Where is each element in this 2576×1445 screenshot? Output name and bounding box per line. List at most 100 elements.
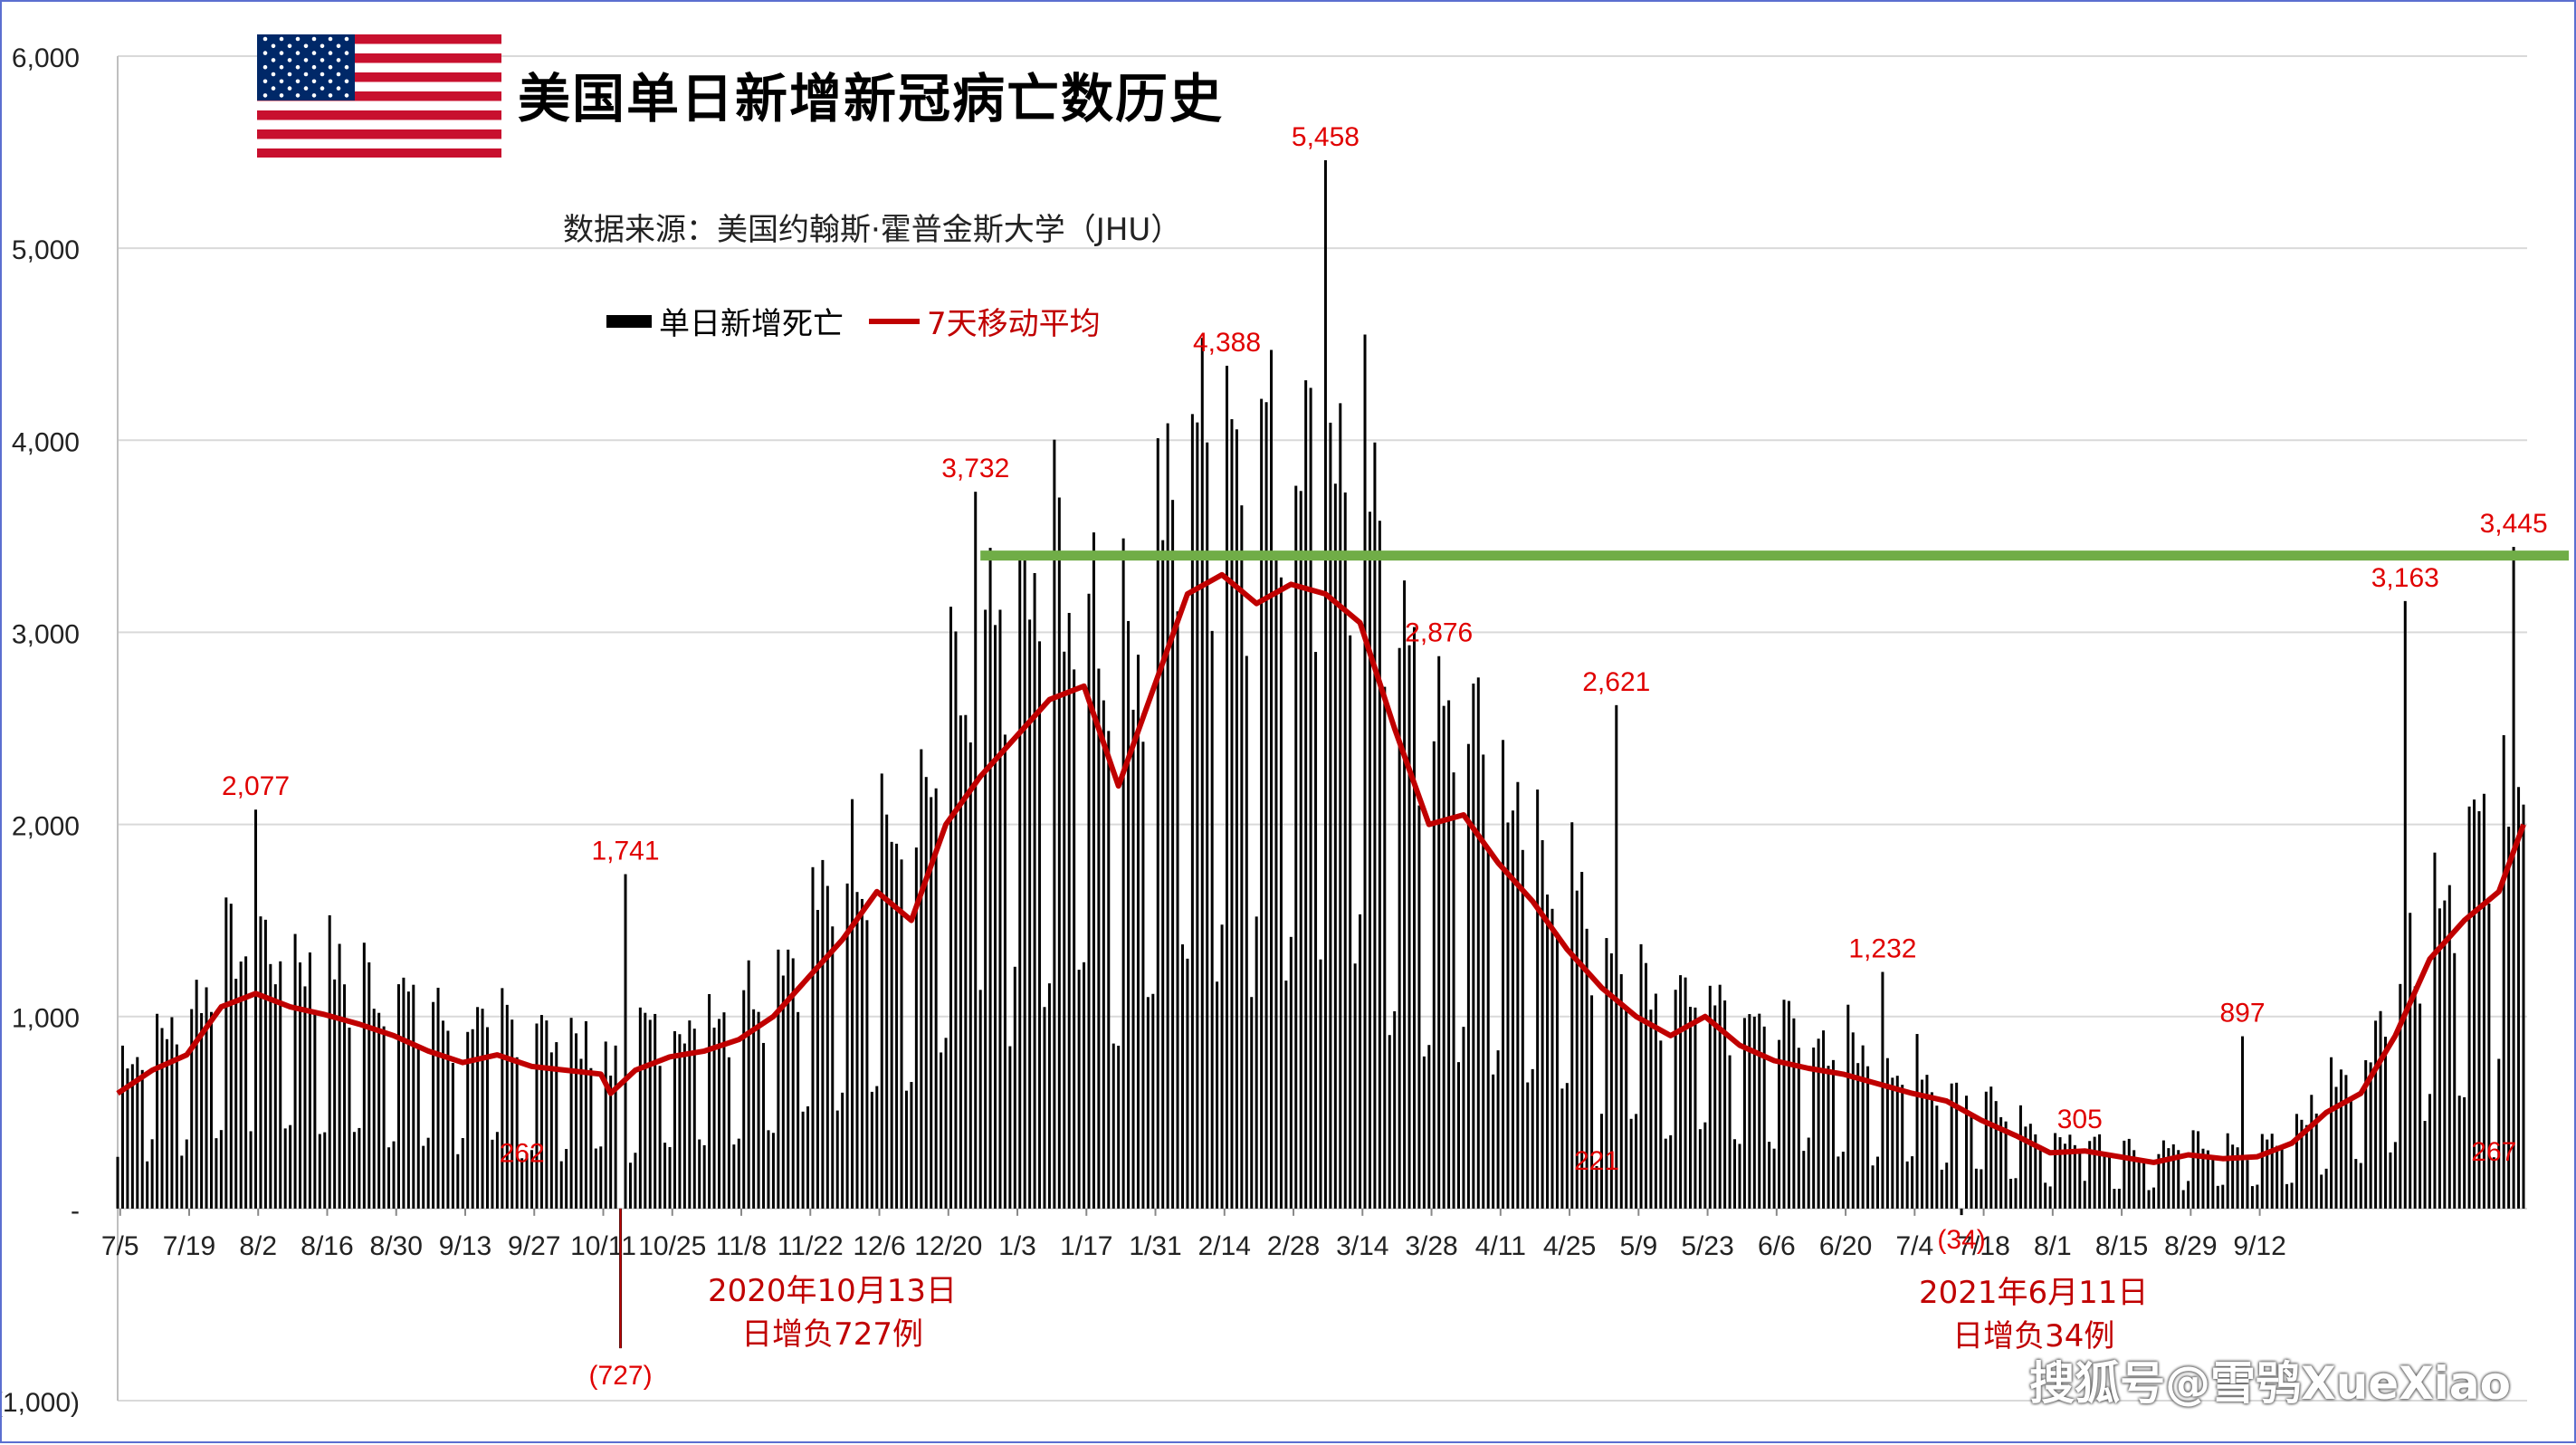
daily-death-bar — [1476, 677, 1480, 1209]
daily-death-bar — [2369, 1062, 2372, 1209]
daily-death-bar — [1359, 914, 1362, 1209]
daily-death-bar — [2364, 1059, 2368, 1209]
daily-death-bar — [2334, 1086, 2338, 1209]
daily-death-bar — [2132, 1150, 2136, 1209]
daily-death-bar — [1615, 704, 1618, 1209]
daily-death-bar — [1240, 505, 1244, 1209]
daily-death-bar — [239, 962, 243, 1209]
watermark: 搜狐号@雪鸮XueXiao — [2029, 1357, 2511, 1410]
daily-death-bar — [1866, 1066, 1870, 1209]
daily-death-bar — [2191, 1130, 2195, 1209]
daily-death-bar — [303, 986, 307, 1209]
daily-death-bar — [2300, 1119, 2304, 1209]
daily-death-bar — [1047, 983, 1051, 1209]
daily-death-bar — [2171, 1144, 2175, 1209]
daily-death-bar — [195, 980, 198, 1209]
note-jun-2021-line2: 日增负34例 — [1952, 1318, 2115, 1354]
daily-death-bar — [510, 1019, 514, 1209]
x-tick-label: 8/15 — [2095, 1231, 2148, 1261]
daily-death-bar — [1599, 1114, 1603, 1209]
daily-death-bar — [1077, 970, 1081, 1209]
daily-death-bar — [2354, 1159, 2358, 1209]
daily-death-bar — [1758, 1013, 1761, 1209]
daily-death-bar — [1427, 1045, 1431, 1209]
daily-death-bar — [1304, 380, 1308, 1209]
daily-death-bar — [338, 943, 341, 1209]
daily-death-bar — [441, 1020, 444, 1209]
daily-death-bar — [2280, 1144, 2284, 1209]
daily-death-bar — [1935, 1105, 1939, 1209]
daily-death-bar — [589, 1067, 593, 1209]
legend-bar-label: 单日新增死亡 — [659, 306, 844, 342]
daily-death-bar — [1333, 483, 1337, 1209]
daily-death-bar — [1299, 491, 1302, 1209]
daily-death-bar — [2457, 1096, 2461, 1209]
x-tick-label: 10/25 — [638, 1231, 706, 1261]
daily-death-bar — [1945, 1163, 1949, 1209]
daily-death-bar — [1121, 538, 1125, 1209]
data-label: 1,232 — [1848, 933, 1916, 963]
daily-death-bar — [1881, 971, 1884, 1209]
daily-death-bar — [2487, 903, 2491, 1209]
daily-death-bar — [2423, 1121, 2427, 1209]
daily-death-bar — [2419, 1003, 2422, 1209]
daily-death-bar — [1190, 414, 1194, 1209]
daily-death-bar — [1230, 418, 1234, 1209]
daily-death-bar — [491, 1139, 494, 1209]
daily-death-bar — [777, 949, 780, 1209]
daily-death-bar — [1097, 668, 1101, 1209]
daily-death-bar — [1186, 958, 1189, 1209]
daily-death-bar — [1590, 995, 1594, 1209]
daily-death-bar — [1644, 962, 1647, 1209]
daily-death-bar — [249, 1131, 253, 1209]
daily-death-bar — [2250, 1186, 2254, 1209]
daily-death-bar — [318, 1134, 321, 1209]
daily-death-bar — [545, 1020, 549, 1209]
daily-death-bar — [767, 1130, 770, 1209]
x-tick-label: 9/13 — [439, 1231, 491, 1261]
daily-death-bar — [575, 1033, 578, 1209]
daily-death-bar — [1664, 1138, 1667, 1209]
daily-death-bar — [1200, 338, 1204, 1209]
daily-death-bar — [2211, 1156, 2215, 1209]
daily-death-bar — [860, 898, 863, 1209]
daily-death-bar — [1482, 754, 1485, 1209]
daily-death-bar — [1905, 1161, 1909, 1209]
daily-death-bar — [2014, 1178, 2018, 1209]
daily-death-bar — [1496, 1050, 1500, 1209]
daily-death-bar — [283, 1128, 287, 1209]
daily-death-bar — [2310, 1095, 2314, 1209]
daily-death-bar — [1279, 577, 1283, 1209]
daily-death-bar — [559, 1161, 563, 1209]
daily-death-bar — [273, 984, 277, 1209]
daily-death-bar — [2379, 1010, 2382, 1209]
daily-death-bar — [2339, 1069, 2342, 1209]
daily-death-bar — [835, 1110, 839, 1209]
daily-death-bar — [2285, 1183, 2289, 1209]
daily-death-bar — [624, 874, 627, 1209]
daily-death-bar — [348, 1028, 351, 1209]
data-label: 897 — [2220, 999, 2266, 1029]
daily-death-bar — [2389, 1152, 2392, 1209]
daily-death-bar — [791, 958, 795, 1209]
daily-death-bar — [1373, 442, 1377, 1209]
daily-death-bar — [1437, 656, 1441, 1209]
daily-death-bar — [2473, 799, 2476, 1209]
daily-death-bar — [1393, 1010, 1397, 1209]
note-jun-2021: 2021年6月11日 日增负34例 — [1919, 1271, 2148, 1358]
daily-death-bar — [2068, 1134, 2072, 1209]
daily-death-bar — [126, 1068, 129, 1209]
daily-death-bar — [870, 1091, 873, 1209]
daily-death-bar — [682, 1043, 686, 1209]
daily-death-bar — [1245, 656, 1248, 1209]
chart-title: 美国单日新增新冠病亡数历史 — [518, 68, 1225, 129]
daily-death-bar — [762, 1042, 766, 1209]
daily-death-bar — [1565, 1083, 1569, 1209]
daily-death-bar — [1422, 1056, 1426, 1209]
daily-death-bar — [698, 1139, 701, 1209]
daily-death-bar — [426, 1137, 430, 1209]
daily-death-bar — [1748, 1014, 1751, 1209]
daily-death-bar — [1043, 1007, 1046, 1209]
data-label: (727) — [589, 1361, 653, 1391]
daily-death-bar — [1161, 540, 1165, 1209]
